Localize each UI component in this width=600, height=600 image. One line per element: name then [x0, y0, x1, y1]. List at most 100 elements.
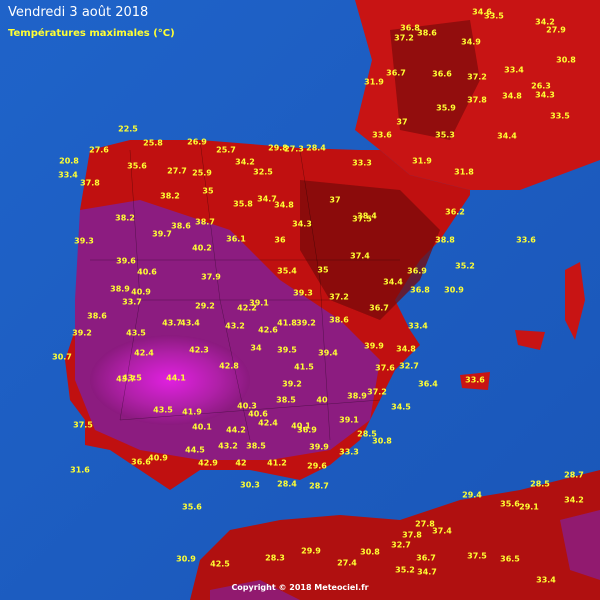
temperature-label: 39.1 — [249, 299, 269, 308]
temperature-label: 33.5 — [550, 112, 570, 121]
temperature-label: 34.7 — [417, 568, 437, 577]
temperature-label: 43.5 — [122, 374, 142, 383]
temperature-label: 38.2 — [115, 214, 135, 223]
temperature-label: 38.6 — [171, 222, 191, 231]
temperature-label: 30.8 — [372, 437, 392, 446]
temperature-label: 38.5 — [276, 396, 296, 405]
iberia-dark — [300, 180, 440, 320]
temperature-label: 28.5 — [357, 430, 377, 439]
temperature-label: 40.6 — [137, 268, 157, 277]
temperature-label: 37 — [329, 196, 340, 205]
temperature-label: 42.3 — [189, 346, 209, 355]
temperature-label: 41.5 — [294, 363, 314, 372]
temperature-label: 33.5 — [484, 12, 504, 21]
temperature-label: 31.9 — [412, 157, 432, 166]
temperature-label: 34.3 — [292, 220, 312, 229]
temperature-label: 38.7 — [195, 218, 215, 227]
temperature-label: 43.4 — [180, 319, 200, 328]
temperature-label: 27.7 — [167, 167, 187, 176]
temperature-label: 40.1 — [291, 422, 311, 431]
temperature-label: 35.3 — [435, 131, 455, 140]
temperature-label: 41.2 — [267, 459, 287, 468]
temperature-label: 42.2 — [237, 304, 257, 313]
temperature-label: 43.2 — [218, 442, 238, 451]
temperature-label: 35.8 — [233, 200, 253, 209]
temperature-label: 36.8 — [410, 286, 430, 295]
temperature-label: 35.9 — [436, 104, 456, 113]
temperature-label: 34.2 — [564, 496, 584, 505]
france-hot — [390, 20, 480, 140]
temperature-label: 43.2 — [225, 322, 245, 331]
temperature-label: 25.9 — [192, 169, 212, 178]
temperature-label: 35 — [202, 187, 214, 196]
temperature-label: 37.5 — [467, 552, 487, 561]
temperature-label: 26.9 — [187, 138, 207, 147]
temperature-label: 27.4 — [337, 559, 357, 568]
temperature-label: 37.2 — [394, 34, 414, 43]
temperature-label: 44.5 — [185, 446, 205, 455]
temperature-label: 35.4 — [277, 267, 297, 276]
temperature-label: 40 — [316, 396, 328, 405]
temperature-label: 20.8 — [59, 157, 79, 166]
temperature-label: 36.4 — [418, 380, 438, 389]
temperature-label: 39.2 — [282, 380, 302, 389]
temperature-label: 26.3 — [531, 82, 551, 91]
temperature-label: 30.8 — [556, 56, 576, 65]
temperature-label: 34.3 — [535, 91, 555, 100]
temperature-label: 27.9 — [546, 26, 566, 35]
temperature-label: 36.7 — [369, 304, 389, 313]
temperature-label: 37.6 — [375, 364, 395, 373]
temperature-label: 37.2 — [467, 73, 487, 82]
temperature-label: 29.6 — [307, 462, 327, 471]
temperature-label: 38.9 — [347, 392, 367, 401]
temperature-label: 37.2 — [367, 388, 387, 397]
temperature-label: 40.3 — [237, 402, 257, 411]
temperature-label: 28.7 — [564, 471, 584, 480]
temperature-label: 34.5 — [391, 403, 411, 412]
temperature-label: 43.7 — [162, 319, 182, 328]
temperature-label: 36.6 — [131, 458, 151, 467]
temperature-label: 29.2 — [195, 302, 215, 311]
temperature-label: 40.2 — [192, 244, 212, 253]
temperature-label: 31.9 — [364, 78, 384, 87]
temperature-label: 33.4 — [408, 322, 428, 331]
temperature-label: 34.9 — [461, 38, 481, 47]
balearic — [460, 330, 545, 390]
temperature-label: 33.3 — [339, 448, 359, 457]
temperature-label: 27.6 — [89, 146, 109, 155]
temperature-label: 29.1 — [519, 503, 539, 512]
temperature-label: 32.5 — [253, 168, 273, 177]
temperature-label: 25.8 — [143, 139, 163, 148]
temperature-label: 35.2 — [395, 566, 415, 575]
temperature-label: 36.5 — [500, 555, 520, 564]
temperature-label: 40.9 — [131, 288, 151, 297]
temperature-label: 37.8 — [80, 179, 100, 188]
temperature-label: 36.7 — [416, 554, 436, 563]
temperature-label: 30.8 — [360, 548, 380, 557]
map-title: Vendredi 3 août 2018 — [8, 5, 148, 20]
temperature-label: 34.4 — [497, 132, 517, 141]
temperature-label: 28.7 — [309, 482, 329, 491]
temperature-label: 33.6 — [516, 236, 536, 245]
temperature-label: 41.9 — [182, 408, 202, 417]
temperature-label: 42 — [235, 459, 246, 468]
temperature-label: 34 — [250, 344, 262, 353]
temperature-label: 37.2 — [329, 293, 349, 302]
temperature-label: 42.4 — [258, 419, 278, 428]
temperature-label: 34.2 — [235, 158, 255, 167]
temperature-label: 33.3 — [352, 159, 372, 168]
temperature-label: 22.5 — [118, 125, 138, 134]
temperature-label: 36.1 — [226, 235, 246, 244]
temperature-label: 39.1 — [339, 416, 359, 425]
africa — [190, 470, 600, 600]
temperature-label: 36.7 — [386, 69, 406, 78]
temperature-label: 37.9 — [201, 273, 221, 282]
temperature-label: 37 — [396, 118, 407, 127]
temperature-label: 35 — [317, 266, 329, 275]
temperature-label: 30.9 — [444, 286, 464, 295]
temperature-label: 39.2 — [72, 329, 92, 338]
temperature-label: 39.4 — [318, 349, 338, 358]
temperature-label: 35.6 — [500, 500, 520, 509]
borders — [90, 139, 400, 441]
